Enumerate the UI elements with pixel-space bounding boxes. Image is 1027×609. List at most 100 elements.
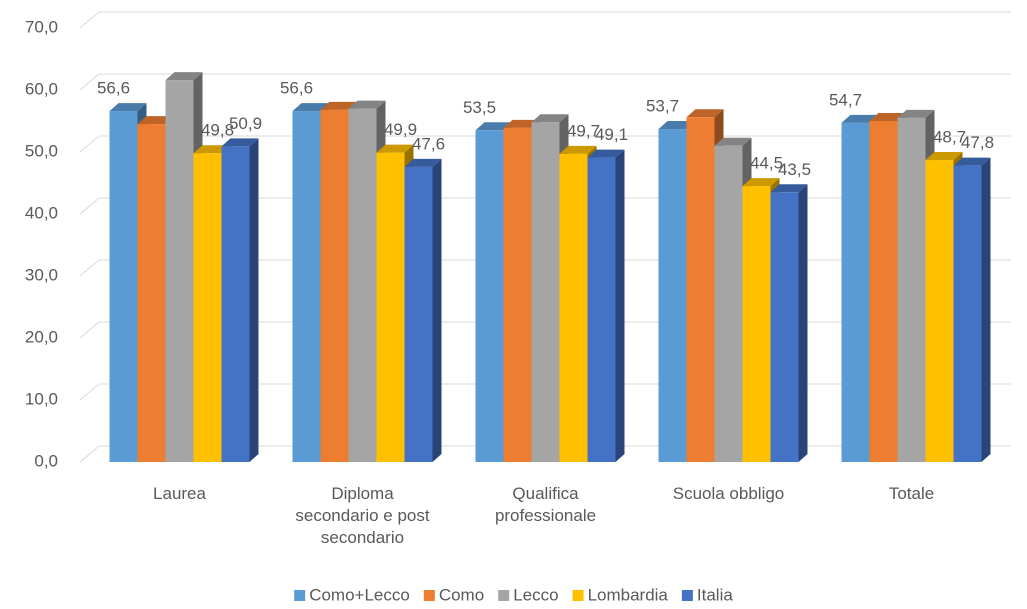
bar-top — [587, 149, 625, 158]
bar-top — [109, 103, 147, 112]
bar-top — [503, 119, 541, 128]
grid-floor — [79, 135, 100, 153]
bar — [897, 117, 926, 463]
legend-label: Como+Lecco — [309, 585, 410, 604]
legend-label: Como — [439, 585, 484, 604]
bar-top — [320, 101, 358, 110]
bar — [531, 122, 560, 463]
bar-top — [770, 184, 808, 193]
data-label: 49,8 — [201, 121, 234, 140]
grid-floor — [79, 73, 100, 91]
bar — [587, 157, 616, 462]
legend-label: Lecco — [513, 585, 558, 604]
legend-swatch — [681, 590, 693, 601]
bar-top — [193, 145, 231, 154]
bar-top — [869, 113, 907, 121]
grid-floor — [79, 259, 100, 277]
grid-floor — [79, 445, 100, 463]
legend-label: Lombardia — [588, 585, 669, 604]
bar — [925, 160, 954, 462]
bar-top — [742, 178, 780, 187]
legend-swatch — [423, 590, 435, 601]
bar-top — [897, 109, 935, 118]
x-tick-label: Scuola obbligo — [672, 484, 785, 503]
grid-floor — [79, 321, 100, 339]
x-tick-label: Qualifica professionale — [494, 484, 597, 525]
bar-top — [475, 122, 513, 131]
bar — [686, 117, 715, 462]
data-label: 47,6 — [412, 134, 445, 153]
data-label: 49,7 — [567, 121, 600, 140]
bar — [714, 145, 743, 463]
bar-top — [686, 109, 724, 118]
bar — [658, 129, 687, 462]
bar — [137, 124, 166, 462]
bar-top — [531, 114, 569, 123]
bar — [503, 127, 532, 462]
bar-top — [404, 158, 442, 167]
bar-top — [221, 138, 259, 147]
bar-top — [925, 152, 963, 161]
legend-swatch — [572, 590, 584, 601]
data-label: 49,1 — [595, 125, 628, 144]
x-tick-label: Diploma secondario e post secondario — [295, 484, 430, 547]
data-label: 47,8 — [961, 133, 994, 152]
data-label: 49,9 — [384, 120, 417, 139]
bar — [165, 80, 194, 462]
bar — [320, 109, 349, 462]
bar — [221, 146, 250, 463]
bar — [770, 192, 799, 463]
bar-top — [137, 116, 175, 125]
bar-top — [658, 121, 696, 130]
data-label: 43,5 — [778, 160, 811, 179]
legend-label: Italia — [697, 585, 733, 604]
y-tick-label: 20,0 — [25, 327, 58, 346]
data-label: 53,5 — [463, 98, 496, 117]
bar — [193, 153, 222, 463]
y-tick-label: 0,0 — [34, 451, 58, 470]
bar-top — [559, 145, 597, 154]
bar — [109, 111, 138, 462]
y-tick-label: 30,0 — [25, 265, 58, 284]
bar-top — [348, 100, 386, 109]
data-label: 50,9 — [229, 114, 262, 133]
bar — [475, 130, 504, 463]
bar-top — [841, 114, 879, 123]
data-label: 48,7 — [933, 128, 966, 147]
bar-side — [249, 138, 259, 463]
legend-swatch — [498, 590, 510, 601]
data-label: 44,5 — [750, 154, 783, 173]
bar — [841, 122, 870, 463]
bar — [953, 165, 982, 462]
bar — [376, 152, 405, 462]
bar-side — [615, 149, 625, 462]
bar — [559, 153, 588, 463]
bar-top — [292, 103, 330, 112]
bar — [348, 108, 377, 462]
bar — [404, 166, 433, 462]
grid-floor — [79, 197, 100, 215]
y-tick-label: 10,0 — [25, 389, 58, 408]
bar-side — [798, 184, 808, 463]
bar — [869, 121, 898, 462]
data-label: 56,6 — [97, 79, 130, 98]
data-label: 53,7 — [646, 97, 679, 116]
bar-top — [376, 144, 414, 153]
bar — [742, 186, 771, 462]
bar-top — [953, 157, 991, 166]
data-label: 56,6 — [280, 79, 313, 98]
legend-swatch — [294, 590, 306, 601]
bar-side — [981, 157, 991, 462]
grid-floor — [79, 11, 100, 29]
y-tick-label: 50,0 — [25, 141, 58, 160]
y-tick-label: 70,0 — [25, 17, 58, 36]
grid-floor — [79, 383, 100, 401]
data-label: 54,7 — [829, 90, 862, 109]
y-tick-label: 40,0 — [25, 203, 58, 222]
bar-top — [714, 137, 752, 146]
bar-top — [165, 72, 203, 81]
x-tick-label: Laurea — [153, 484, 206, 503]
x-tick-label: Totale — [888, 484, 935, 503]
